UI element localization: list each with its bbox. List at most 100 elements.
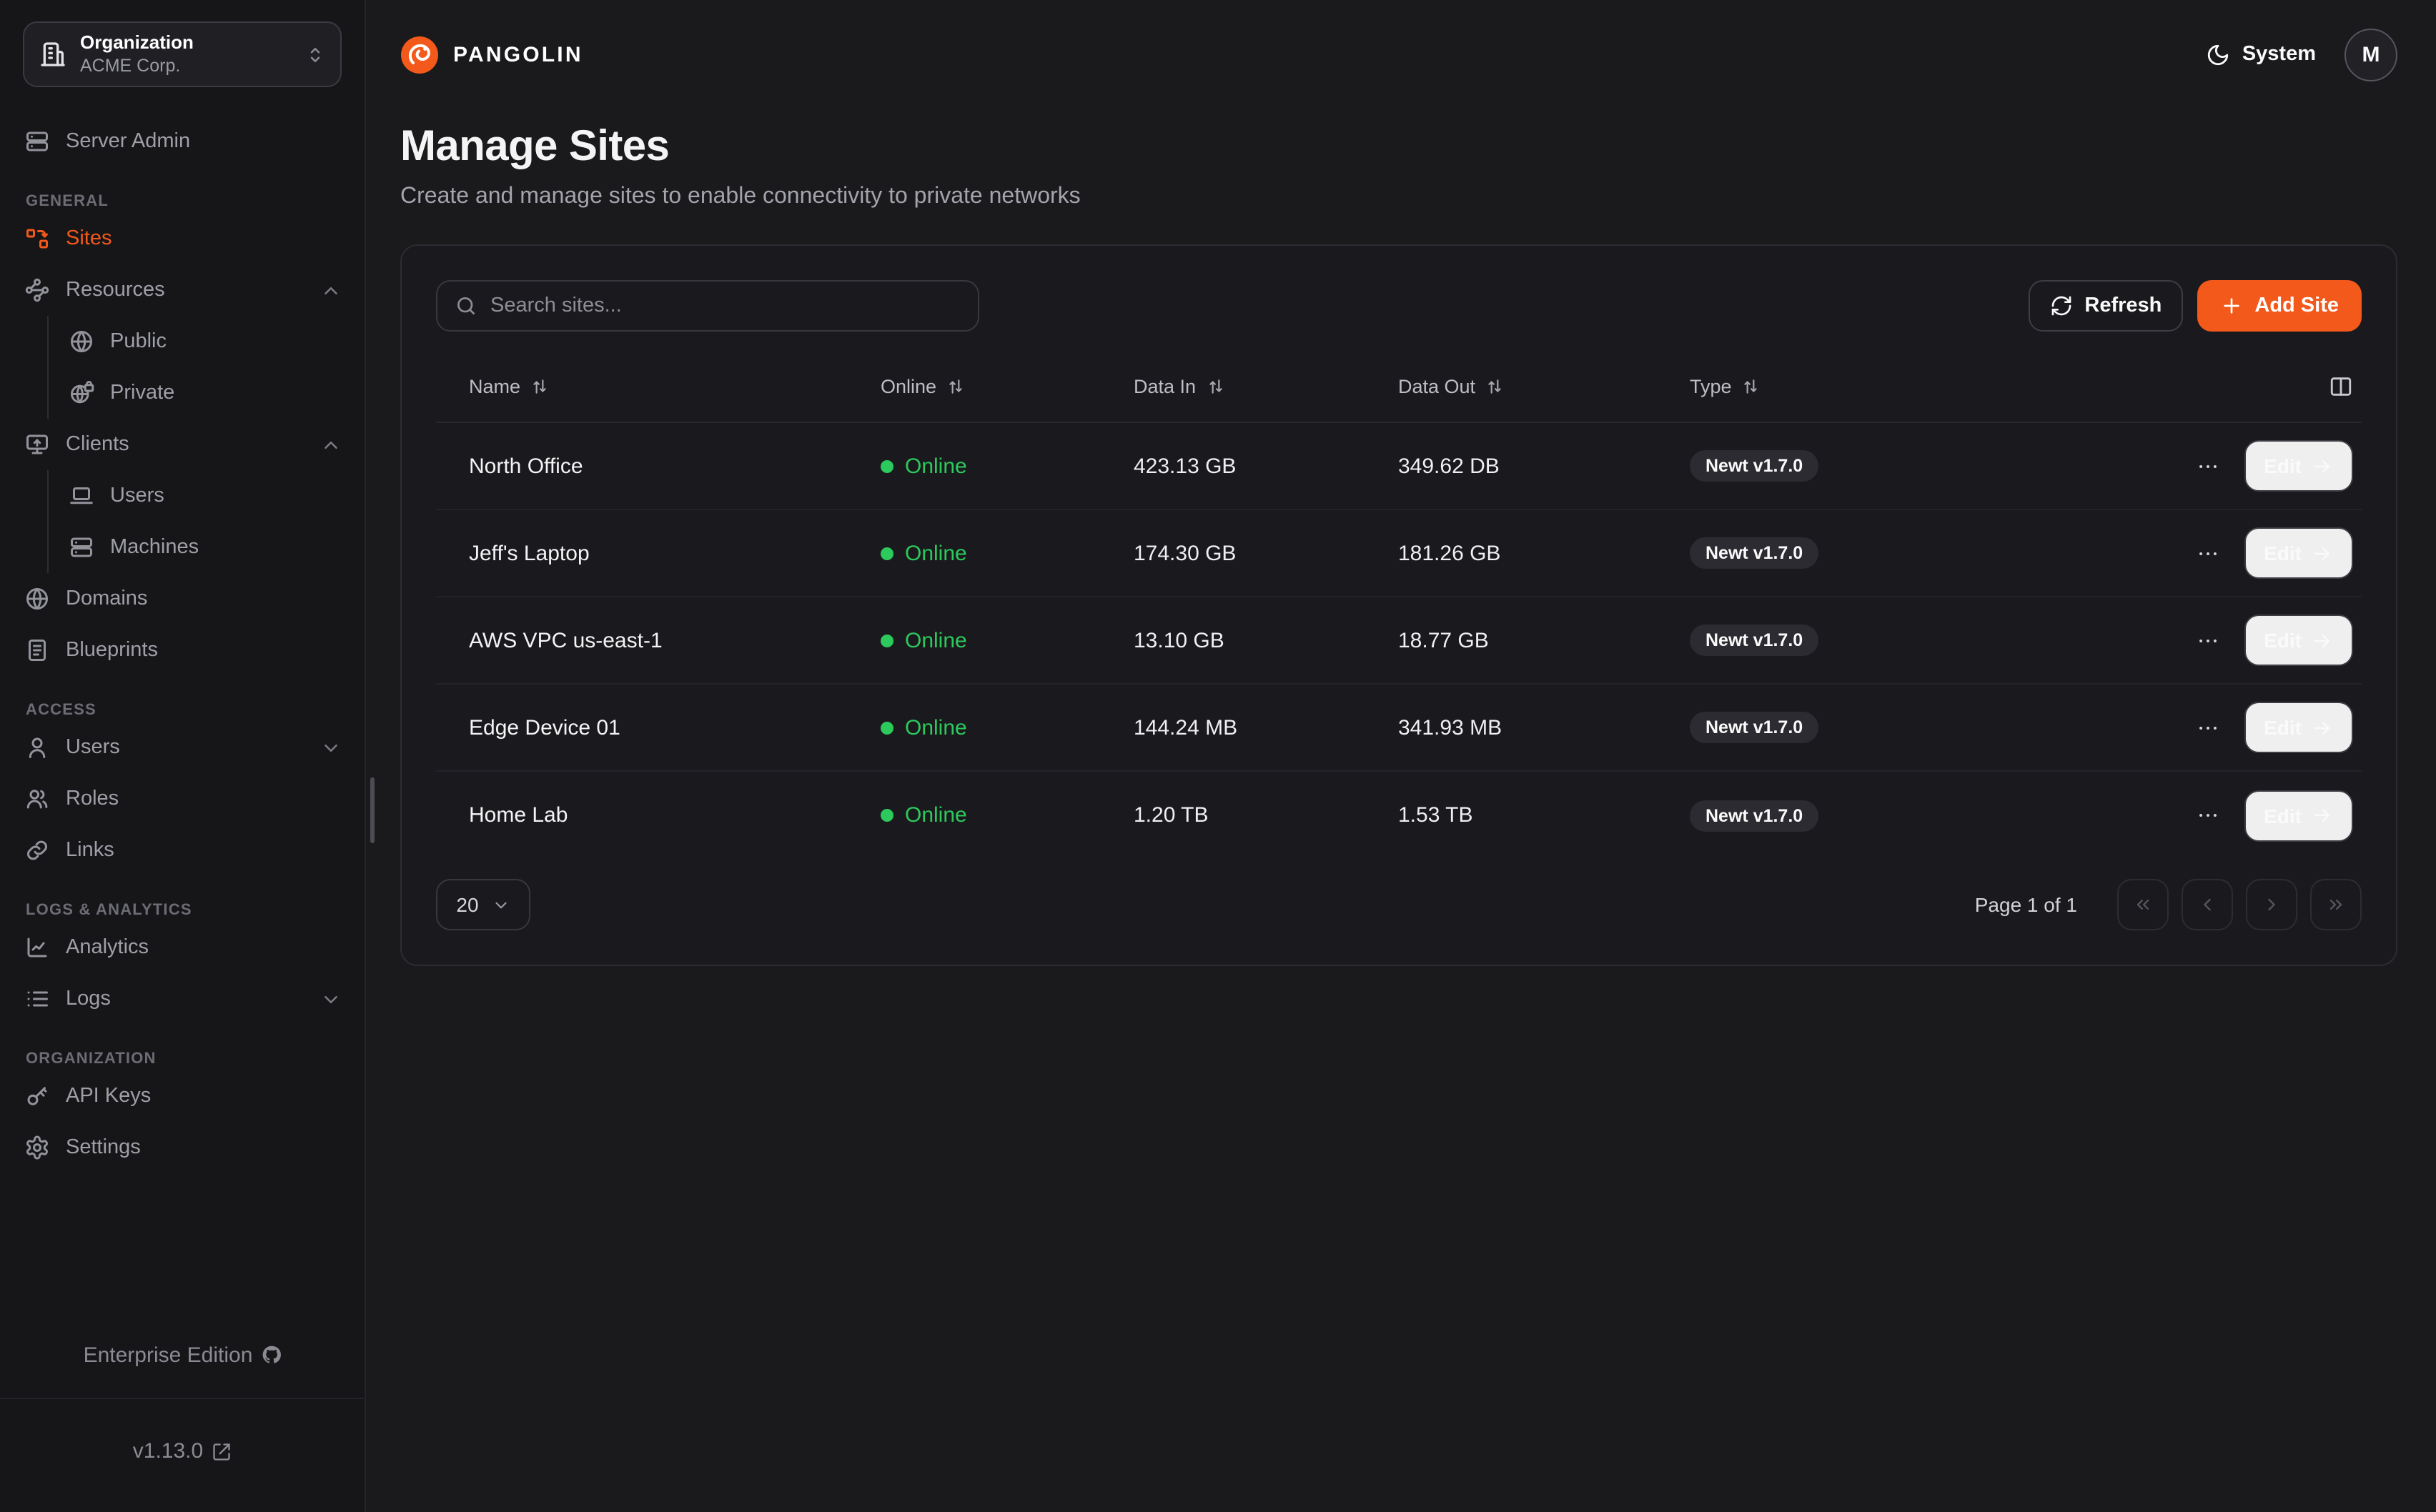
- page-size-select[interactable]: 20: [436, 879, 530, 930]
- column-header-name[interactable]: Name: [436, 376, 881, 397]
- sidebar-item-public[interactable]: Public: [49, 316, 365, 367]
- sidebar-item-sites[interactable]: Sites: [0, 213, 365, 264]
- type-badge: Newt v1.7.0: [1690, 800, 1819, 831]
- server-icon: [71, 537, 92, 557]
- sites-card: Refresh Add Site Name: [400, 244, 2397, 966]
- refresh-button[interactable]: Refresh: [2029, 280, 2184, 332]
- sidebar-item-clients[interactable]: Clients: [0, 419, 365, 470]
- edit-button[interactable]: Edit: [2244, 440, 2353, 492]
- users-icon: [26, 790, 48, 809]
- row-menu-button[interactable]: [2195, 715, 2219, 740]
- row-actions: Edit: [2019, 527, 2362, 579]
- sidebar-item-blueprints[interactable]: Blueprints: [0, 625, 365, 676]
- status-cell: Online: [881, 454, 1134, 478]
- arrow-right-icon: [2314, 809, 2329, 822]
- online-dot-icon: [881, 547, 893, 559]
- search-input[interactable]: [490, 294, 961, 317]
- row-menu-button[interactable]: [2195, 628, 2219, 652]
- column-header-type[interactable]: Type: [1690, 376, 2019, 397]
- sidebar-item-client-users[interactable]: Users: [49, 470, 365, 522]
- theme-toggle[interactable]: System: [2207, 42, 2316, 66]
- ellipsis-icon: [2199, 814, 2216, 817]
- status-cell: Online: [881, 715, 1134, 740]
- row-actions: Edit: [2019, 702, 2362, 753]
- type-cell: Newt v1.7.0: [1690, 712, 2019, 743]
- ellipsis-icon: [2199, 464, 2216, 467]
- org-selector-label: Organization: [80, 31, 194, 53]
- online-dot-icon: [881, 634, 893, 647]
- site-name: AWS VPC us-east-1: [469, 628, 663, 652]
- toolbar-actions: Refresh Add Site: [2029, 280, 2362, 332]
- resources-subgroup: Public Private: [47, 316, 365, 419]
- status-label: Online: [905, 628, 967, 652]
- sidebar-item-logs[interactable]: Logs: [0, 973, 365, 1025]
- sidebar-item-settings[interactable]: Settings: [0, 1122, 365, 1173]
- type-badge: Newt v1.7.0: [1690, 450, 1819, 482]
- sidebar-item-links[interactable]: Links: [0, 825, 365, 876]
- sidebar-item-analytics[interactable]: Analytics: [0, 922, 365, 973]
- moon-icon: [2208, 44, 2229, 65]
- data-in-cell: 174.30 GB: [1134, 541, 1237, 565]
- data-out-cell: 341.93 MB: [1398, 715, 1502, 740]
- theme-label: System: [2242, 43, 2316, 66]
- data-in-cell: 1.20 TB: [1134, 803, 1209, 827]
- row-menu-button[interactable]: [2195, 803, 2219, 827]
- page-info: Page 1 of 1: [1974, 893, 2077, 916]
- row-actions: Edit: [2019, 790, 2362, 841]
- scroll-text-icon: [29, 640, 46, 661]
- external-link-icon[interactable]: [212, 1441, 232, 1461]
- status-label: Online: [905, 541, 967, 565]
- user-avatar[interactable]: M: [2345, 28, 2397, 81]
- waypoints-icon: [25, 278, 49, 302]
- next-page-button[interactable]: [2246, 879, 2297, 930]
- sort-icon: [1209, 379, 1222, 394]
- globe-lock-icon: [71, 380, 94, 404]
- sidebar-item-label: Settings: [66, 1136, 141, 1159]
- column-header-online[interactable]: Online: [881, 376, 1134, 397]
- card-toolbar: Refresh Add Site: [436, 280, 2362, 332]
- edit-button[interactable]: Edit: [2244, 527, 2353, 579]
- add-site-button[interactable]: Add Site: [2197, 280, 2362, 332]
- site-name: Edge Device 01: [469, 715, 620, 740]
- online-dot-icon: [881, 809, 893, 822]
- ellipsis-icon: [2199, 639, 2216, 642]
- edit-button[interactable]: Edit: [2244, 615, 2353, 666]
- column-visibility-button[interactable]: [2019, 374, 2362, 399]
- sort-icon: [1744, 379, 1758, 394]
- sidebar-item-users[interactable]: Users: [0, 722, 365, 773]
- column-header-data-out[interactable]: Data Out: [1398, 376, 1690, 397]
- brand-logo[interactable]: PANGOLIN: [400, 35, 583, 74]
- sidebar-item-server-admin[interactable]: Server Admin: [0, 116, 365, 167]
- sidebar-item-domains[interactable]: Domains: [0, 573, 365, 625]
- sidebar-item-label: Server Admin: [66, 130, 191, 153]
- edit-button[interactable]: Edit: [2244, 702, 2353, 753]
- sidebar-item-private[interactable]: Private: [49, 367, 365, 419]
- sidebar-item-machines[interactable]: Machines: [49, 522, 365, 573]
- column-header-data-in[interactable]: Data In: [1134, 376, 1398, 397]
- first-page-button[interactable]: [2117, 879, 2169, 930]
- data-out-cell: 181.26 GB: [1398, 541, 1501, 565]
- github-icon[interactable]: [261, 1345, 281, 1365]
- topbar-right: System M: [2207, 28, 2397, 81]
- row-menu-button[interactable]: [2195, 541, 2219, 565]
- row-menu-button[interactable]: [2195, 454, 2219, 478]
- org-selector[interactable]: Organization ACME Corp.: [23, 21, 342, 87]
- sidebar-item-resources[interactable]: Resources: [0, 264, 365, 316]
- row-actions: Edit: [2019, 615, 2362, 666]
- sidebar-item-api-keys[interactable]: API Keys: [0, 1070, 365, 1122]
- prev-page-button[interactable]: [2182, 879, 2233, 930]
- sidebar-item-roles[interactable]: Roles: [0, 773, 365, 825]
- data-in-cell: 423.13 GB: [1134, 454, 1237, 478]
- sidebar-resize-handle[interactable]: [370, 777, 375, 843]
- user-icon: [29, 737, 46, 758]
- chevrons-left-icon: [2137, 900, 2149, 910]
- edit-button[interactable]: Edit: [2244, 790, 2353, 841]
- type-badge: Newt v1.7.0: [1690, 625, 1819, 656]
- site-name: Jeff's Laptop: [469, 541, 590, 565]
- status-cell: Online: [881, 541, 1134, 565]
- sites-table: Name Online Data In Data Out: [436, 352, 2362, 859]
- pagination: 20 Page 1 of 1: [436, 879, 2362, 930]
- status-label: Online: [905, 454, 967, 478]
- status-label: Online: [905, 715, 967, 740]
- last-page-button[interactable]: [2310, 879, 2362, 930]
